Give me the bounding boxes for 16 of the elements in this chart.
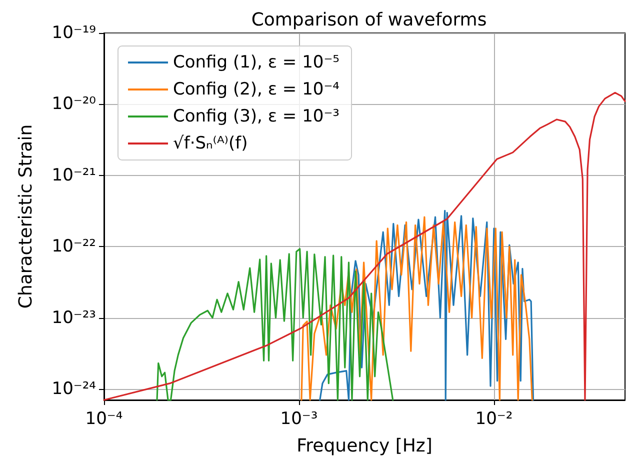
y-tick-label: 10⁻²² xyxy=(52,236,96,257)
x-tick-label: 10⁻⁴ xyxy=(85,409,123,429)
x-tick-label: 10⁻³ xyxy=(280,409,318,429)
y-axis-title: Characteristic Strain xyxy=(16,124,36,309)
legend-label: Config (2), ε = 10⁻⁴ xyxy=(173,80,340,100)
legend-label: √f·Sₙ⁽ᴬ⁾(f) xyxy=(173,134,248,154)
legend-label: Config (3), ε = 10⁻³ xyxy=(173,106,340,126)
chart-title: Comparison of waveforms xyxy=(251,10,487,30)
y-tick-label: 10⁻²⁴ xyxy=(52,378,96,399)
y-tick-label: 10⁻²³ xyxy=(52,308,96,328)
x-tick-label: 10⁻² xyxy=(475,409,513,429)
y-tick-label: 10⁻¹⁹ xyxy=(52,23,96,43)
y-tick-label: 10⁻²⁰ xyxy=(52,94,96,114)
legend-label: Config (1), ε = 10⁻⁵ xyxy=(173,52,340,72)
y-tick-label: 10⁻²¹ xyxy=(52,165,96,186)
x-axis-title: Frequency [Hz] xyxy=(296,436,432,456)
